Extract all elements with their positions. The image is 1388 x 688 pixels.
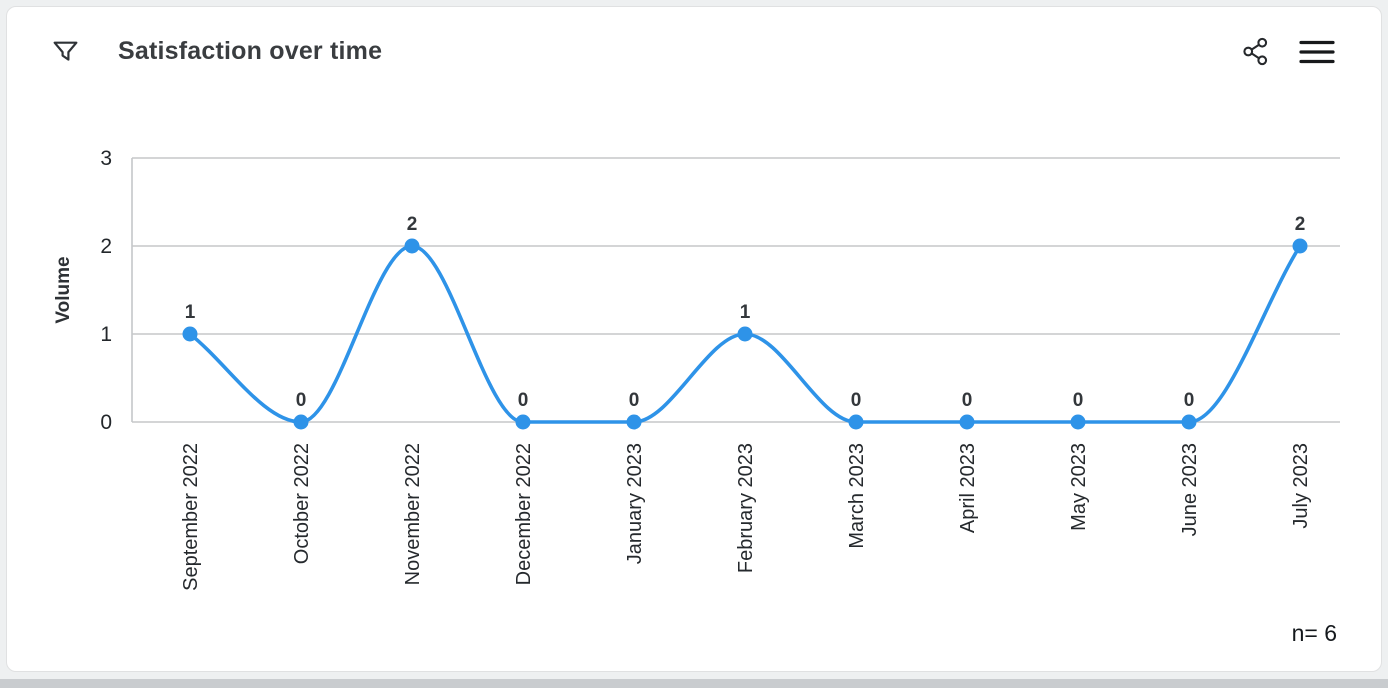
chart-line	[188, 244, 1302, 424]
chart-card: Satisfaction over time 0 1 2 3 Volume 1 0 2 0 0 1 0…	[6, 6, 1382, 672]
chart-point[interactable]	[1292, 238, 1308, 254]
chart-point[interactable]	[737, 326, 753, 342]
y-tick-label: 3	[100, 147, 112, 170]
line-chart: 0 1 2 3 Volume 1 0 2 0 0 1 0 0 0 0 2 September 2022 Octob…	[53, 147, 1340, 591]
x-tick-label: March 2023	[846, 443, 868, 549]
point-label: 1	[185, 302, 196, 323]
filter-button[interactable]	[51, 37, 80, 66]
point-label: 0	[851, 390, 862, 411]
x-tick-label: June 2023	[1179, 443, 1201, 536]
chart-point[interactable]	[1070, 414, 1086, 430]
chart-point[interactable]	[182, 326, 198, 342]
y-tick-label: 0	[100, 411, 112, 434]
point-label: 0	[962, 390, 973, 411]
chart-point[interactable]	[404, 238, 420, 254]
point-label: 0	[296, 390, 307, 411]
point-label: 0	[1184, 390, 1195, 411]
bottom-strip	[0, 679, 1388, 688]
point-label: 0	[1073, 390, 1084, 411]
chart-point[interactable]	[959, 414, 975, 430]
x-tick-label: November 2022	[402, 443, 424, 585]
chart-point[interactable]	[515, 414, 531, 430]
sample-size-label: n= 6	[1291, 620, 1337, 646]
menu-button[interactable]	[1299, 39, 1335, 65]
filter-icon	[53, 41, 78, 61]
point-label: 2	[407, 214, 418, 235]
x-tick-label: October 2022	[291, 443, 313, 564]
x-tick-label: July 2023	[1290, 443, 1312, 529]
point-label: 1	[740, 302, 751, 323]
menu-icon	[1299, 40, 1335, 63]
x-tick-label: April 2023	[957, 443, 979, 533]
chart-point[interactable]	[293, 414, 309, 430]
x-tick-label: January 2023	[624, 443, 646, 564]
chart-point[interactable]	[848, 414, 864, 430]
card-header: Satisfaction over time	[7, 7, 1381, 66]
point-label: 0	[518, 390, 529, 411]
chart-point[interactable]	[1181, 414, 1197, 430]
chart-point[interactable]	[626, 414, 642, 430]
x-tick-label: February 2023	[735, 443, 757, 573]
y-tick-label: 2	[100, 235, 112, 258]
x-tick-label: December 2022	[513, 443, 535, 585]
point-label: 0	[629, 390, 640, 411]
x-tick-label: May 2023	[1068, 443, 1090, 531]
y-tick-label: 1	[100, 323, 112, 346]
point-label: 2	[1295, 214, 1306, 235]
y-axis-title: Volume	[53, 256, 74, 323]
share-button[interactable]	[1242, 37, 1269, 66]
x-tick-label: September 2022	[180, 443, 202, 591]
share-icon	[1243, 37, 1268, 66]
chart-title: Satisfaction over time	[118, 37, 383, 65]
